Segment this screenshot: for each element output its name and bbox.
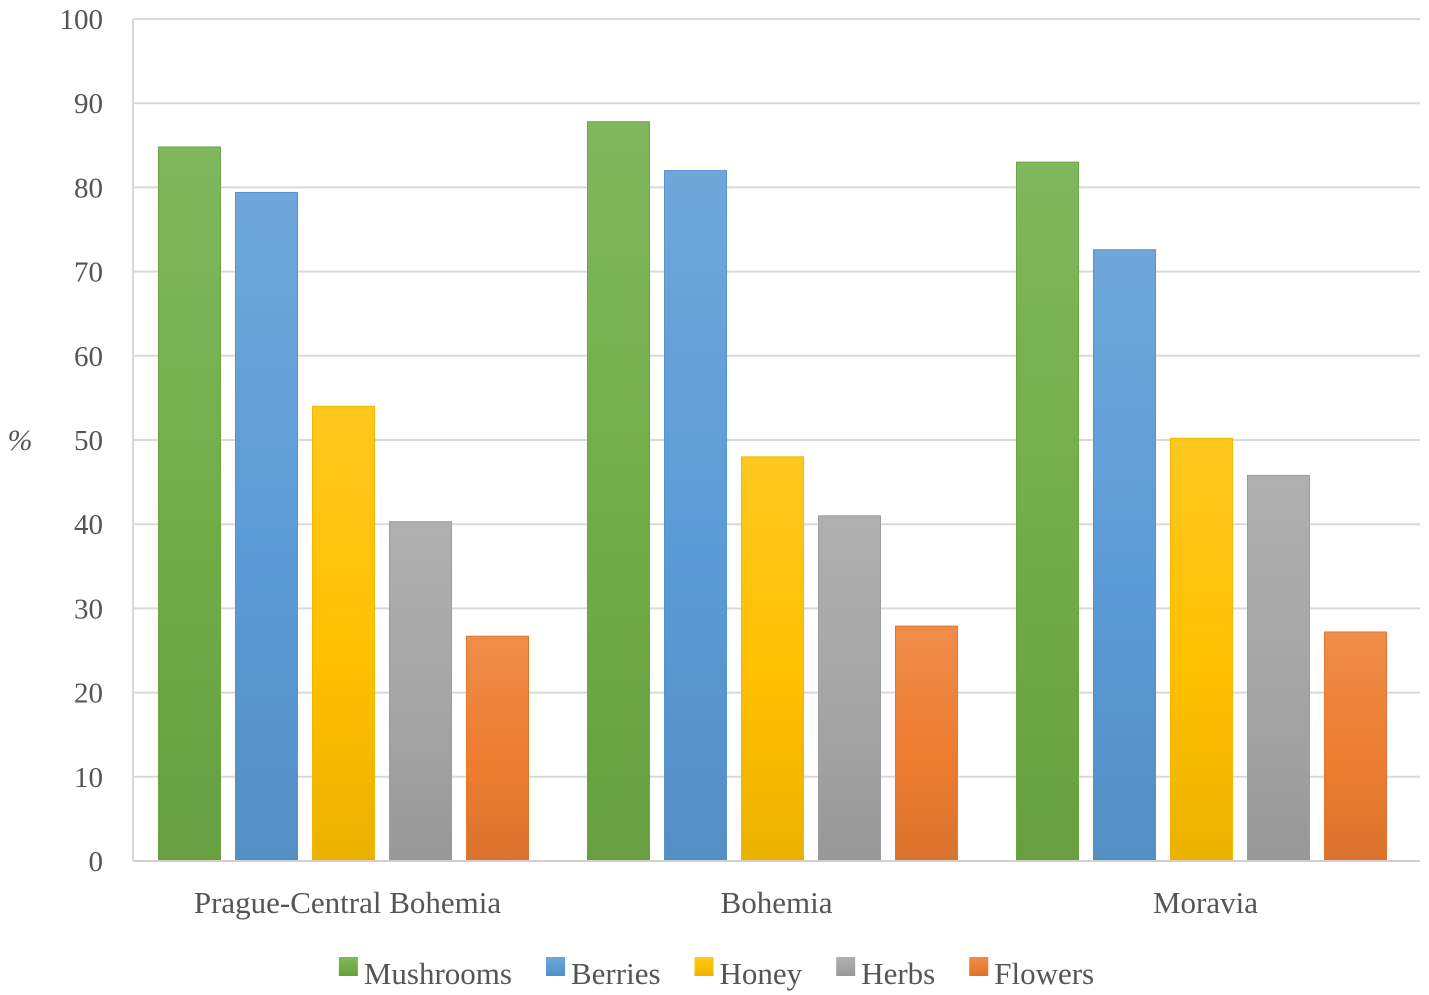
y-axis-tick-labels: 0 10 20 30 40 50 60 70 80 90 100 bbox=[60, 4, 104, 878]
x-category-label: Moravia bbox=[1153, 885, 1258, 920]
y-tick-label: 60 bbox=[74, 341, 103, 373]
bars bbox=[158, 121, 1387, 862]
bar-honey-1 bbox=[741, 456, 804, 862]
y-tick-label: 40 bbox=[74, 509, 103, 541]
y-tick-label: 0 bbox=[89, 846, 104, 878]
bar-flowers-2 bbox=[1324, 631, 1387, 862]
bar-berries-2 bbox=[1093, 249, 1156, 862]
bar-flowers-1 bbox=[895, 625, 958, 862]
bar-honey-2 bbox=[1170, 437, 1233, 862]
y-axis-title: % bbox=[8, 424, 33, 457]
legend-label-honey: Honey bbox=[720, 956, 803, 991]
bar-berries-1 bbox=[664, 170, 727, 862]
legend-label-berries: Berries bbox=[571, 956, 661, 991]
x-category-label: Bohemia bbox=[721, 885, 833, 920]
y-tick-label: 90 bbox=[74, 88, 103, 120]
y-tick-label: 50 bbox=[74, 425, 103, 457]
y-tick-label: 70 bbox=[74, 257, 103, 289]
legend-swatch-herbs bbox=[836, 957, 856, 976]
bar-honey-0 bbox=[312, 405, 375, 862]
bar-berries-0 bbox=[235, 191, 298, 862]
y-tick-label: 10 bbox=[74, 762, 103, 794]
bar-herbs-1 bbox=[818, 515, 881, 862]
bar-herbs-0 bbox=[389, 521, 452, 862]
bar-mushrooms-2 bbox=[1016, 161, 1079, 862]
legend-label-flowers: Flowers bbox=[994, 956, 1094, 991]
legend: Mushrooms Berries Honey Herbs Flowers bbox=[338, 956, 1094, 991]
legend-swatch-mushrooms bbox=[338, 957, 358, 976]
y-tick-label: 20 bbox=[74, 678, 103, 710]
x-axis-category-labels: Prague-Central Bohemia Bohemia Moravia bbox=[194, 885, 1258, 920]
y-tick-label: 30 bbox=[74, 593, 103, 625]
legend-label-herbs: Herbs bbox=[861, 956, 935, 991]
x-category-label: Prague-Central Bohemia bbox=[194, 885, 502, 920]
bar-mushrooms-1 bbox=[587, 121, 650, 862]
bar-herbs-2 bbox=[1247, 474, 1310, 862]
legend-swatch-berries bbox=[546, 957, 566, 976]
y-tick-label: 100 bbox=[60, 4, 104, 36]
bar-mushrooms-0 bbox=[158, 146, 221, 862]
y-tick-label: 80 bbox=[74, 172, 103, 204]
legend-label-mushrooms: Mushrooms bbox=[364, 956, 512, 991]
bar-flowers-0 bbox=[466, 635, 529, 862]
legend-swatch-flowers bbox=[969, 957, 989, 976]
legend-swatch-honey bbox=[694, 957, 714, 976]
